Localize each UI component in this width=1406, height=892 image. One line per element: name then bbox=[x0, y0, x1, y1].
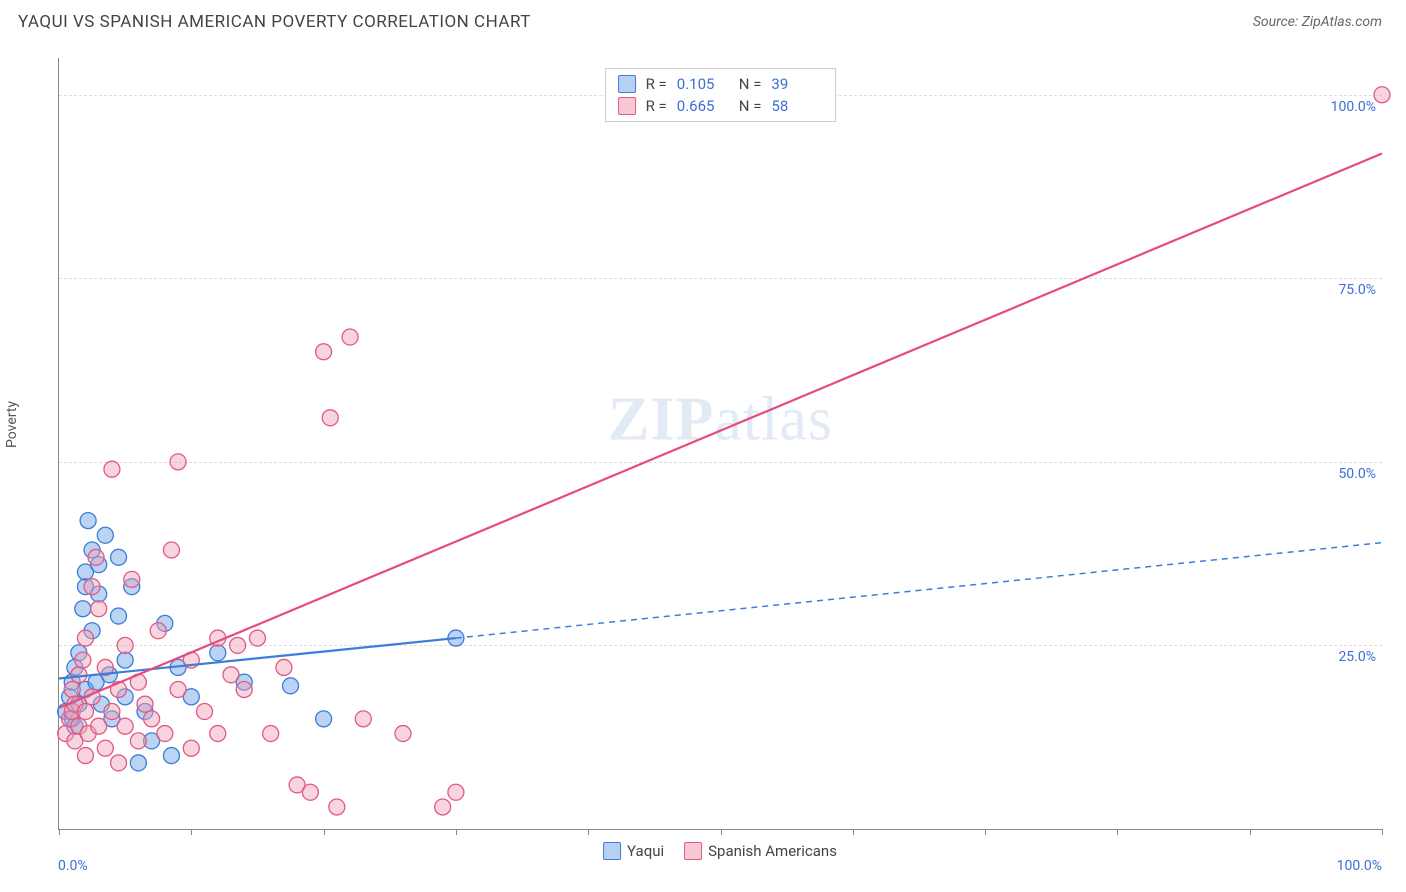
data-point bbox=[137, 696, 153, 712]
source-attribution: Source: ZipAtlas.com bbox=[1253, 14, 1382, 30]
stat-n-value: 39 bbox=[771, 75, 823, 93]
legend-swatch bbox=[603, 842, 621, 860]
stat-n-value: 58 bbox=[771, 97, 823, 115]
legend-swatch bbox=[618, 75, 636, 93]
data-point bbox=[130, 733, 146, 749]
data-point bbox=[170, 681, 186, 697]
data-point bbox=[77, 704, 93, 720]
legend-label: Yaqui bbox=[627, 842, 664, 860]
data-point bbox=[395, 726, 411, 742]
legend-swatch bbox=[618, 97, 636, 115]
stat-n-label: N = bbox=[739, 75, 762, 93]
data-point bbox=[329, 799, 345, 815]
series-legend: Yaqui Spanish Americans bbox=[603, 842, 837, 860]
y-tick-label: 25.0% bbox=[1338, 649, 1376, 665]
data-point bbox=[88, 549, 104, 565]
y-axis-label: Poverty bbox=[4, 401, 20, 448]
stat-r-label: R = bbox=[646, 75, 667, 93]
stat-r-value: 0.105 bbox=[677, 75, 729, 93]
data-point bbox=[183, 740, 199, 756]
data-point bbox=[197, 704, 213, 720]
x-axis-min-label: 0.0% bbox=[58, 858, 88, 874]
legend-item: Yaqui bbox=[603, 842, 664, 860]
data-point bbox=[316, 344, 332, 360]
data-point bbox=[283, 678, 299, 694]
data-point bbox=[435, 799, 451, 815]
data-point bbox=[80, 513, 96, 529]
data-point bbox=[91, 601, 107, 617]
data-point bbox=[117, 652, 133, 668]
data-point bbox=[64, 681, 80, 697]
data-point bbox=[130, 755, 146, 771]
data-point bbox=[342, 329, 358, 345]
stat-n-label: N = bbox=[739, 97, 762, 115]
trend-line-extrapolated bbox=[456, 543, 1382, 638]
trend-line bbox=[59, 153, 1382, 707]
data-point bbox=[276, 659, 292, 675]
data-point bbox=[170, 454, 186, 470]
legend-swatch bbox=[684, 842, 702, 860]
data-point bbox=[77, 630, 93, 646]
correlation-stat-box: R = 0.105 N = 39 R = 0.665 N = 58 bbox=[605, 68, 837, 122]
data-point bbox=[97, 740, 113, 756]
data-point bbox=[236, 681, 252, 697]
data-point bbox=[84, 579, 100, 595]
data-point bbox=[316, 711, 332, 727]
data-point bbox=[150, 623, 166, 639]
data-point bbox=[97, 527, 113, 543]
data-point bbox=[163, 748, 179, 764]
chart-title: YAQUI VS SPANISH AMERICAN POVERTY CORREL… bbox=[18, 12, 531, 32]
data-point bbox=[355, 711, 371, 727]
data-point bbox=[157, 726, 173, 742]
data-point bbox=[302, 784, 318, 800]
legend-item: Spanish Americans bbox=[684, 842, 837, 860]
data-point bbox=[91, 718, 107, 734]
data-point bbox=[75, 652, 91, 668]
data-point bbox=[111, 549, 127, 565]
legend-label: Spanish Americans bbox=[708, 842, 837, 860]
data-point bbox=[104, 704, 120, 720]
chart-container: Poverty ZIPatlas R =0.105N =39R =0.665N … bbox=[18, 46, 1382, 874]
data-point bbox=[111, 608, 127, 624]
x-axis-max-label: 100.0% bbox=[1337, 858, 1382, 874]
y-tick-label: 75.0% bbox=[1338, 282, 1376, 298]
data-point bbox=[124, 571, 140, 587]
data-point bbox=[1374, 87, 1390, 103]
data-point bbox=[75, 601, 91, 617]
data-point bbox=[263, 726, 279, 742]
plot-area: ZIPatlas R =0.105N =39R =0.665N =58 25.0… bbox=[58, 58, 1382, 830]
data-point bbox=[144, 711, 160, 727]
data-point bbox=[210, 645, 226, 661]
data-point bbox=[210, 726, 226, 742]
data-point bbox=[230, 637, 246, 653]
data-point bbox=[117, 718, 133, 734]
stat-r-value: 0.665 bbox=[677, 97, 729, 115]
plot-svg bbox=[59, 58, 1382, 829]
data-point bbox=[249, 630, 265, 646]
stat-row: R = 0.665 N = 58 bbox=[618, 95, 824, 117]
data-point bbox=[448, 784, 464, 800]
data-point bbox=[117, 637, 133, 653]
data-point bbox=[223, 667, 239, 683]
stat-row: R = 0.105 N = 39 bbox=[618, 73, 824, 95]
data-point bbox=[163, 542, 179, 558]
y-tick-label: 100.0% bbox=[1331, 99, 1376, 115]
data-point bbox=[77, 748, 93, 764]
y-tick-label: 50.0% bbox=[1338, 466, 1376, 482]
x-axis: 0.0% Yaqui Spanish Americans 100.0% bbox=[58, 834, 1382, 874]
data-point bbox=[111, 755, 127, 771]
stat-r-label: R = bbox=[646, 97, 667, 115]
data-point bbox=[322, 410, 338, 426]
x-tick bbox=[1382, 829, 1383, 835]
data-point bbox=[104, 461, 120, 477]
